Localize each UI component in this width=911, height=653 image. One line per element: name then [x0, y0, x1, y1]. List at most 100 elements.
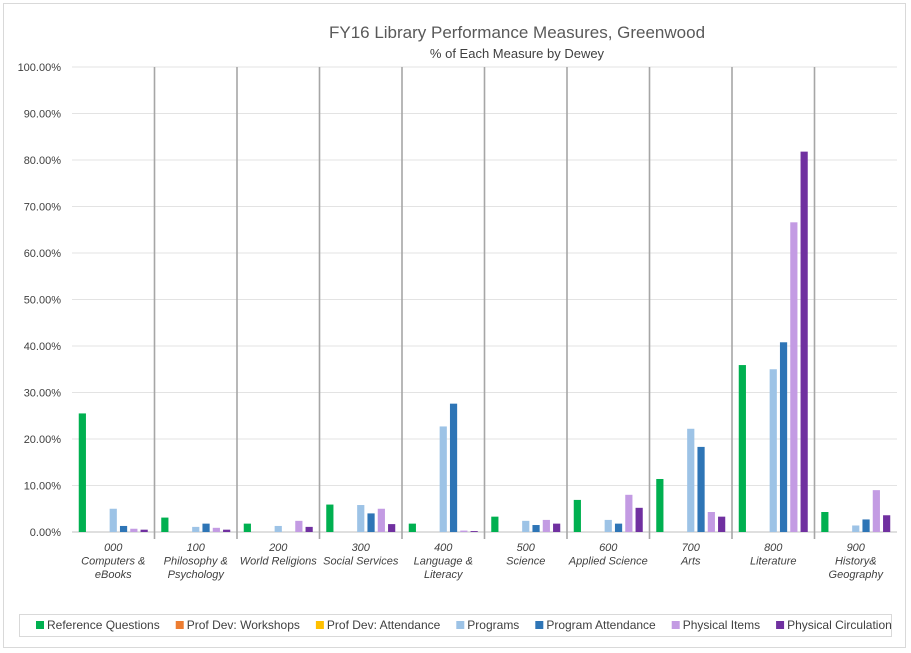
legend-label: Programs: [467, 618, 519, 632]
bar: [635, 507, 643, 532]
y-tick-label: 60.00%: [24, 248, 62, 260]
chart-subtitle: % of Each Measure by Dewey: [430, 46, 605, 61]
legend-label: Physical Items: [683, 618, 760, 632]
bar: [852, 525, 860, 532]
x-tick-label: Literature: [750, 556, 796, 568]
legend-label: Prof Dev: Workshops: [187, 618, 300, 632]
bar: [326, 504, 334, 532]
legend-swatch: [36, 621, 44, 629]
legend-label: Program Attendance: [546, 618, 656, 632]
y-tick-label: 90.00%: [24, 109, 62, 121]
legend-label: Reference Questions: [47, 618, 160, 632]
bar: [697, 446, 705, 532]
bar: [872, 490, 880, 532]
bar: [161, 517, 169, 532]
bar: [130, 528, 138, 532]
bar: [883, 515, 891, 532]
bar: [449, 403, 458, 532]
bar: [377, 508, 385, 532]
bar: [470, 531, 478, 532]
bar: [738, 365, 746, 532]
x-tick-label: Geography: [829, 569, 885, 581]
bar: [604, 519, 612, 532]
x-tick-label: 100: [187, 542, 206, 554]
gridlines: [72, 66, 897, 539]
y-tick-label: 20.00%: [24, 434, 62, 446]
x-tick-label: 400: [434, 542, 453, 554]
x-tick-label: 300: [352, 542, 371, 554]
legend-label: Physical Circulation: [787, 618, 892, 632]
chart-svg: FY16 Library Performance Measures, Green…: [18, 23, 897, 637]
x-tick-label: eBooks: [95, 569, 132, 581]
bar: [140, 529, 148, 532]
bar: [295, 520, 303, 532]
bar: [192, 526, 200, 532]
legend-box: [19, 614, 892, 637]
bar: [223, 529, 231, 532]
bar: [78, 413, 86, 532]
x-tick-label: 500: [517, 542, 536, 554]
bar: [367, 513, 375, 532]
y-tick-label: 10.00%: [24, 481, 62, 493]
bar: [553, 523, 561, 532]
x-tick-label: 700: [682, 542, 701, 554]
x-tick-label: Social Services: [323, 556, 399, 568]
bar: [790, 222, 798, 532]
chart-area: FY16 Library Performance Measures, Green…: [3, 3, 906, 648]
x-tick-label: History&: [835, 556, 877, 568]
x-tick-label: 000: [104, 542, 123, 554]
legend-swatch: [671, 621, 680, 629]
bar: [779, 342, 788, 532]
y-tick-label: 80.00%: [24, 155, 62, 167]
bar: [439, 426, 447, 532]
x-tick-label: Applied Science: [568, 556, 648, 568]
bar: [388, 524, 396, 532]
x-tick-label: 900: [847, 542, 866, 554]
x-tick-label: Science: [506, 556, 545, 568]
legend-swatch: [776, 621, 785, 629]
x-tick-label: Arts: [680, 556, 701, 568]
x-tick-label: Language &: [414, 556, 473, 568]
x-tick-label: Computers &: [81, 556, 145, 568]
y-tick-label: 40.00%: [24, 341, 62, 353]
bar: [243, 523, 251, 532]
bar: [522, 520, 530, 532]
bar: [573, 499, 581, 532]
y-tick-label: 30.00%: [24, 388, 62, 400]
bar: [614, 523, 623, 532]
bar: [119, 525, 128, 532]
bar: [305, 526, 313, 532]
x-tick-label: 200: [268, 542, 288, 554]
x-tick-label: Philosophy &: [164, 556, 228, 568]
bars: [78, 151, 891, 532]
x-tick-label: World Religions: [240, 556, 318, 568]
bar: [800, 151, 808, 532]
chart-title: FY16 Library Performance Measures, Green…: [329, 23, 705, 42]
bar: [460, 530, 468, 532]
bar: [408, 523, 416, 532]
y-tick-label: 0.00%: [30, 527, 61, 539]
bar: [707, 512, 715, 532]
bar: [532, 525, 540, 532]
bar: [274, 525, 282, 532]
bar: [212, 527, 220, 532]
x-tick-label: Psychology: [168, 569, 226, 581]
bar: [491, 516, 499, 532]
x-axis-ticks: 000 Computers &eBooks 100 Philosophy &Psych…: [81, 542, 884, 581]
bar: [862, 519, 870, 532]
y-tick-label: 50.00%: [24, 295, 62, 307]
legend-label: Prof Dev: Attendance: [327, 618, 441, 632]
x-tick-label: Literacy: [424, 569, 464, 581]
x-tick-label: 800: [764, 542, 783, 554]
legend-swatch: [315, 621, 324, 629]
bar: [718, 516, 726, 532]
legend: Reference Questions Prof Dev: Workshops Pr…: [19, 614, 892, 637]
bar: [656, 478, 664, 532]
x-tick-label: 600: [599, 542, 618, 554]
bar: [687, 428, 695, 532]
legend-swatch: [535, 621, 544, 629]
legend-swatch: [175, 621, 184, 629]
y-axis-ticks: 0.00% 10.00% 20.00% 30.00% 40.00% 50.00% 60.00…: [18, 62, 62, 539]
bar: [769, 369, 777, 532]
bar: [821, 512, 829, 532]
